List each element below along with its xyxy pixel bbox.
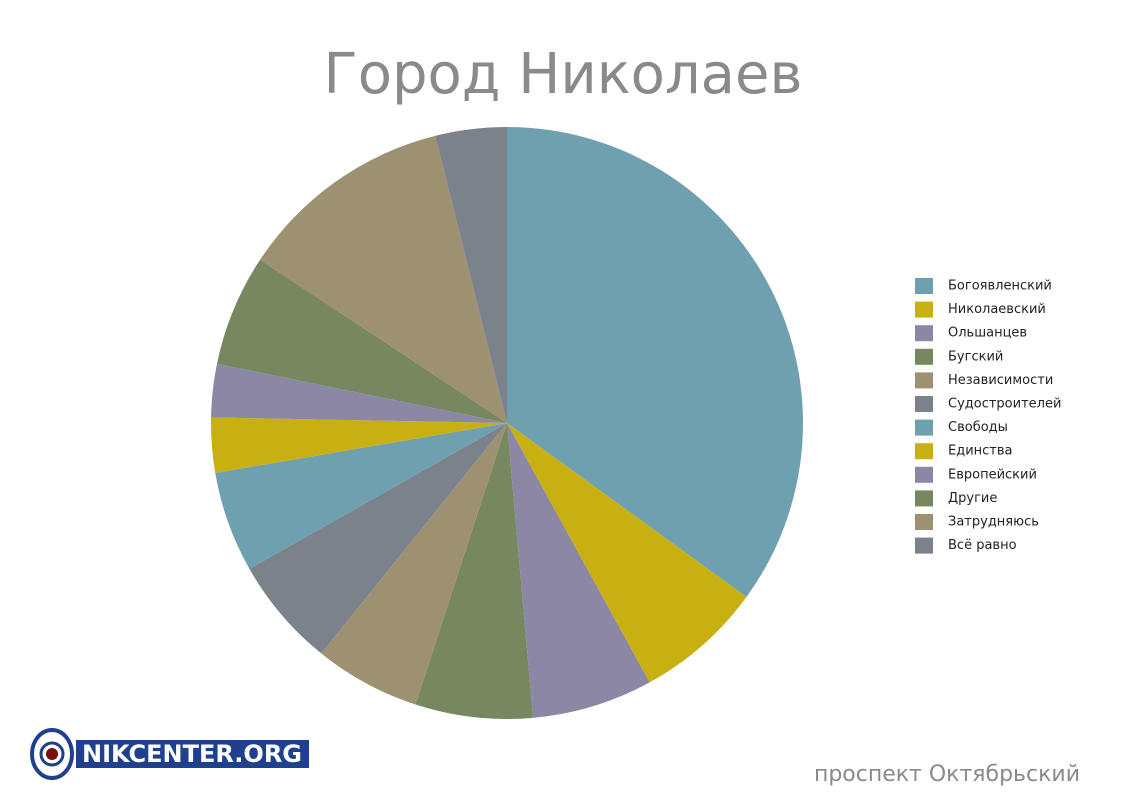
legend-swatch [915, 325, 933, 342]
legend-label: Всё равно [948, 538, 1017, 553]
logo-dot [46, 748, 58, 760]
legend-swatch [915, 396, 933, 412]
pie-slice [260, 135, 507, 423]
legend-swatch [915, 419, 933, 436]
logo-text: NIKCENTER.ORG [82, 740, 302, 768]
legend-label: Европейский [948, 467, 1037, 482]
pie-slice [249, 423, 508, 654]
logo-ring [30, 728, 74, 780]
pie-slice [507, 127, 803, 597]
logo-box [76, 740, 309, 768]
legend-label: Единства [948, 444, 1013, 459]
caption: проспект Октябрьский [814, 762, 1080, 787]
pie-slice [507, 423, 747, 683]
legend-swatch [915, 537, 933, 554]
legend-swatch [915, 372, 933, 389]
legend-swatch [915, 443, 933, 460]
logo: NIKCENTER.ORG [30, 728, 309, 780]
legend-label: Независимости [948, 373, 1053, 388]
pie-slice [415, 423, 534, 720]
legend-label: Николаевский [948, 302, 1046, 317]
chart-title: Город Николаев [324, 42, 803, 107]
legend-label: Ольшанцев [948, 326, 1027, 341]
pie-slice [321, 423, 507, 705]
pie-slice [211, 417, 507, 473]
legend-swatch [915, 278, 933, 294]
legend-swatch [915, 514, 933, 530]
pie-slice [215, 423, 507, 569]
legend-swatch [915, 490, 933, 507]
pie-slice [435, 127, 507, 423]
legend-label: Свободы [948, 420, 1008, 435]
pie-slice [216, 259, 508, 423]
legend-swatch [915, 301, 933, 318]
legend-swatch [915, 348, 933, 365]
pie-slice [211, 363, 507, 423]
legend-swatch [915, 466, 933, 483]
pie-slice [507, 423, 650, 718]
legend-label: Судостроителей [948, 397, 1061, 412]
legend-label: Богоявленский [948, 279, 1052, 294]
legend-label: Другие [948, 491, 997, 506]
legend-label: Затрудняюсь [948, 515, 1039, 530]
legend-label: Бугский [948, 349, 1003, 364]
